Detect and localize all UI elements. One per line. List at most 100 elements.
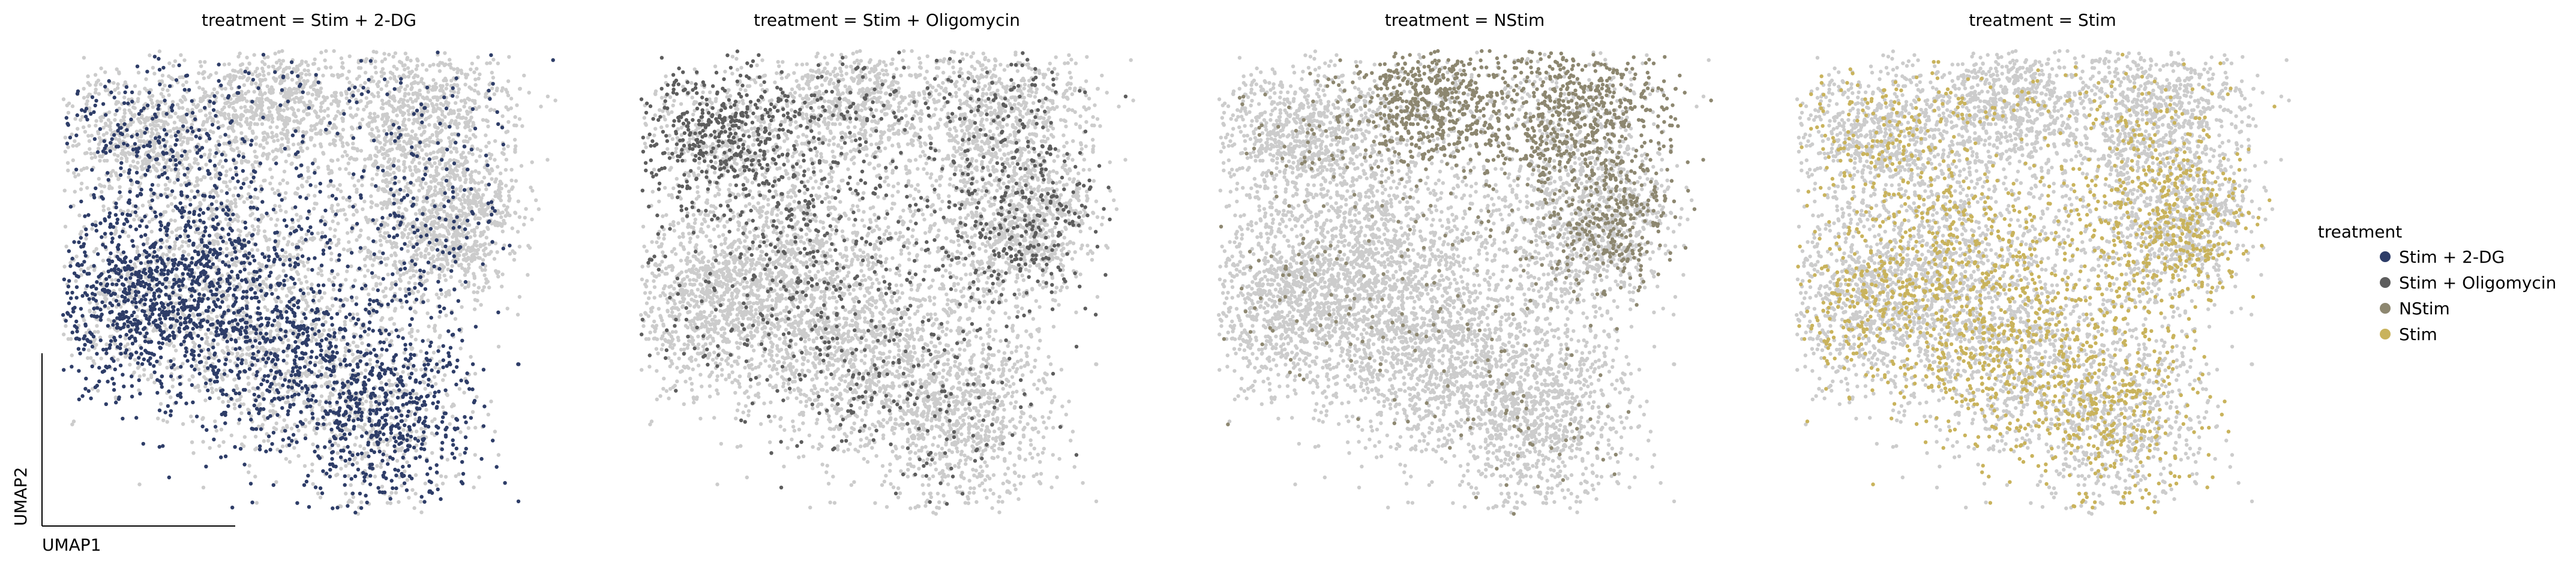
background-cell-point xyxy=(418,178,422,182)
background-cell-point xyxy=(445,196,450,200)
background-cell-point xyxy=(277,58,281,63)
background-cell-point xyxy=(449,65,453,70)
background-cell-point xyxy=(447,136,451,140)
background-cell-point xyxy=(522,223,526,227)
background-cell-point xyxy=(208,94,212,98)
background-cell-point xyxy=(347,461,351,465)
background-cell-point xyxy=(255,345,259,350)
background-cell-point xyxy=(383,236,387,240)
background-cell-point xyxy=(406,249,410,253)
background-cell-point xyxy=(343,353,347,358)
background-cell-point xyxy=(262,179,266,183)
background-cell-point xyxy=(74,143,79,148)
background-cell-point xyxy=(377,134,381,138)
background-cell-point xyxy=(150,131,154,135)
background-cell-point xyxy=(346,161,350,166)
background-cell-point xyxy=(388,164,392,169)
background-cell-point xyxy=(76,173,80,177)
background-cell-point xyxy=(470,144,475,149)
background-cell-point xyxy=(151,329,155,333)
background-cell-point xyxy=(389,253,394,258)
background-cell-point xyxy=(460,305,464,309)
background-cell-point xyxy=(246,89,251,94)
background-cell-point xyxy=(455,95,460,99)
background-cell-point xyxy=(357,74,361,79)
background-cell-point xyxy=(214,144,218,148)
background-cell-point xyxy=(332,374,337,378)
background-cell-point xyxy=(181,83,185,87)
background-cell-point xyxy=(398,260,403,265)
background-cell-point xyxy=(232,93,236,98)
background-cell-point xyxy=(183,232,187,237)
background-cell-point xyxy=(137,388,141,392)
background-cell-point xyxy=(437,233,442,237)
background-cell-point xyxy=(79,268,83,272)
background-cell-point xyxy=(382,156,386,160)
background-cell-point xyxy=(314,431,318,435)
background-cell-point xyxy=(167,343,172,347)
background-cell-point xyxy=(517,294,522,299)
background-cell-point xyxy=(307,73,311,77)
background-cell-point xyxy=(167,280,172,284)
background-cell-point xyxy=(434,166,439,170)
background-cell-point xyxy=(316,491,320,495)
background-cell-point xyxy=(469,206,473,210)
background-cell-point xyxy=(279,62,283,66)
background-cell-point xyxy=(506,120,511,124)
background-cell-point xyxy=(223,112,227,116)
background-cell-point xyxy=(431,78,436,82)
background-cell-point xyxy=(165,365,169,370)
background-cell-point xyxy=(286,286,291,291)
background-cell-point xyxy=(361,407,365,411)
background-cell-point xyxy=(236,398,241,402)
background-cell-point xyxy=(392,95,396,100)
background-cell-point xyxy=(440,263,444,268)
background-cell-point xyxy=(132,218,136,222)
background-cell-point xyxy=(382,189,386,194)
background-cell-point xyxy=(92,152,97,156)
background-cell-point xyxy=(268,167,272,172)
background-cell-point xyxy=(163,101,167,106)
background-cell-point xyxy=(414,67,418,71)
background-cell-point xyxy=(371,79,376,83)
background-cell-point xyxy=(454,101,458,105)
background-cell-point xyxy=(433,243,437,247)
background-cell-point xyxy=(203,285,208,290)
background-cell-point xyxy=(407,118,411,122)
background-cell-point xyxy=(345,297,349,302)
background-cell-point xyxy=(431,95,436,100)
background-cell-point xyxy=(93,73,98,77)
background-cell-point xyxy=(437,117,442,122)
background-cell-point xyxy=(284,160,288,164)
background-cell-point xyxy=(218,135,223,139)
background-cell-point xyxy=(478,234,482,238)
background-cell-point xyxy=(395,459,400,463)
background-cell-point xyxy=(229,433,233,438)
background-cell-point xyxy=(405,478,410,482)
background-cell-point xyxy=(423,481,427,486)
background-cell-point xyxy=(329,170,334,175)
background-cell-point xyxy=(400,305,404,309)
background-cell-point xyxy=(496,453,501,457)
background-cell-point xyxy=(221,399,225,404)
background-cell-point xyxy=(187,163,192,167)
background-cell-point xyxy=(206,75,211,79)
background-cell-point xyxy=(274,299,278,304)
background-cell-point xyxy=(163,192,167,196)
background-cell-point xyxy=(496,275,500,279)
background-cell-point xyxy=(364,96,368,100)
background-cell-point xyxy=(62,188,67,193)
background-cell-point xyxy=(370,134,374,138)
background-cell-point xyxy=(451,402,455,407)
background-cell-point xyxy=(214,71,218,75)
background-cell-point xyxy=(307,420,311,425)
background-cell-point xyxy=(418,88,422,92)
background-cell-point xyxy=(408,438,412,443)
background-cell-point xyxy=(235,115,239,119)
background-cell-point xyxy=(491,58,496,62)
background-cell-point xyxy=(490,177,494,181)
background-cell-point xyxy=(347,70,351,74)
background-cell-point xyxy=(142,368,146,372)
background-cell-point xyxy=(284,456,288,461)
background-cell-point xyxy=(86,266,91,271)
